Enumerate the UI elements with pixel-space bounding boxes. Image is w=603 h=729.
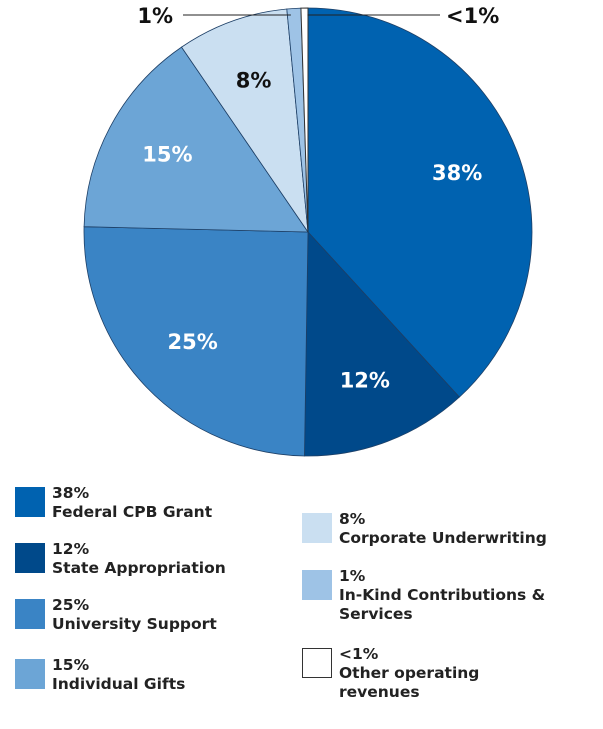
legend-label: University Support — [52, 615, 217, 633]
pie-slice — [307, 7, 533, 398]
legend-label: In-Kind Contributions & Services — [339, 586, 546, 623]
slice-label: 1% — [137, 4, 173, 28]
legend-text: <1% Other operating revenues — [339, 645, 564, 702]
slice-label: 25% — [168, 330, 218, 354]
pie-slice — [304, 230, 460, 457]
legend-text: 38% Federal CPB Grant — [52, 484, 292, 522]
legend-swatch — [15, 659, 45, 689]
legend-text: 15% Individual Gifts — [52, 656, 292, 694]
legend-label: State Appropriation — [52, 559, 226, 577]
slice-label: 8% — [236, 69, 272, 93]
legend-swatch — [15, 487, 45, 517]
legend-swatch — [302, 513, 332, 543]
legend-swatch — [302, 648, 332, 678]
legend-swatch — [15, 599, 45, 629]
legend-text: 25% University Support — [52, 596, 292, 634]
legend-value: 8% — [339, 510, 366, 528]
pie-chart: 38% 12% 25% 15% 8% 1% <1% — [83, 4, 533, 457]
legend-value: 25% — [52, 596, 90, 614]
pie-slice — [83, 226, 309, 457]
slice-label: 12% — [340, 369, 390, 393]
legend-value: 12% — [52, 540, 90, 558]
pie-slice — [300, 7, 309, 233]
legend-label: Federal CPB Grant — [52, 503, 213, 521]
pie-slice — [83, 46, 309, 233]
legend-value: <1% — [339, 645, 379, 663]
legend-label: Other operating revenues — [339, 664, 480, 701]
slice-label: <1% — [446, 4, 499, 28]
legend-label: Individual Gifts — [52, 675, 186, 693]
legend-text: 8% Corporate Underwriting — [339, 510, 564, 548]
legend-swatch — [15, 543, 45, 573]
legend-swatch — [302, 570, 332, 600]
legend-value: 1% — [339, 567, 366, 585]
legend-label: Corporate Underwriting — [339, 529, 547, 547]
legend-text: 1% In-Kind Contributions & Services — [339, 567, 564, 624]
legend-text: 12% State Appropriation — [52, 540, 292, 578]
legend-value: 15% — [52, 656, 90, 674]
slice-label: 15% — [142, 143, 192, 167]
pie-slice — [180, 8, 309, 233]
slice-label: 38% — [432, 161, 482, 185]
legend-value: 38% — [52, 484, 90, 502]
